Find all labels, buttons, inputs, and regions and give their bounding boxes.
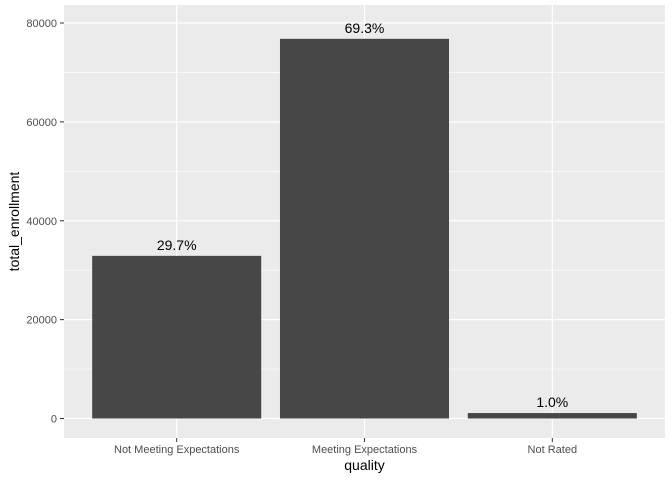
bar [467, 413, 637, 419]
y-axis-title: total_enrollment [6, 172, 22, 272]
bars [92, 38, 637, 419]
x-axis: Not Meeting Expectations Meeting Expectat… [114, 438, 577, 456]
y-tick-label: 60000 [26, 117, 57, 129]
x-tick-label: Not Meeting Expectations [114, 444, 240, 456]
bar-value-label: 29.7% [157, 237, 197, 253]
x-axis-title: quality [344, 457, 384, 473]
x-tick-label: Not Rated [528, 444, 578, 456]
y-tick-label: 80000 [26, 18, 57, 30]
y-tick-label: 40000 [26, 216, 57, 228]
bar [279, 38, 450, 419]
y-tick-label: 20000 [26, 315, 57, 327]
bar [92, 255, 262, 419]
data-labels: 29.7% 69.3% 1.0% [157, 20, 568, 410]
y-axis: 0 20000 40000 60000 80000 [26, 18, 64, 426]
bar-value-label: 1.0% [536, 394, 568, 410]
bar-value-label: 69.3% [345, 20, 385, 36]
y-tick-label: 0 [51, 414, 57, 426]
x-tick-label: Meeting Expectations [312, 444, 418, 456]
